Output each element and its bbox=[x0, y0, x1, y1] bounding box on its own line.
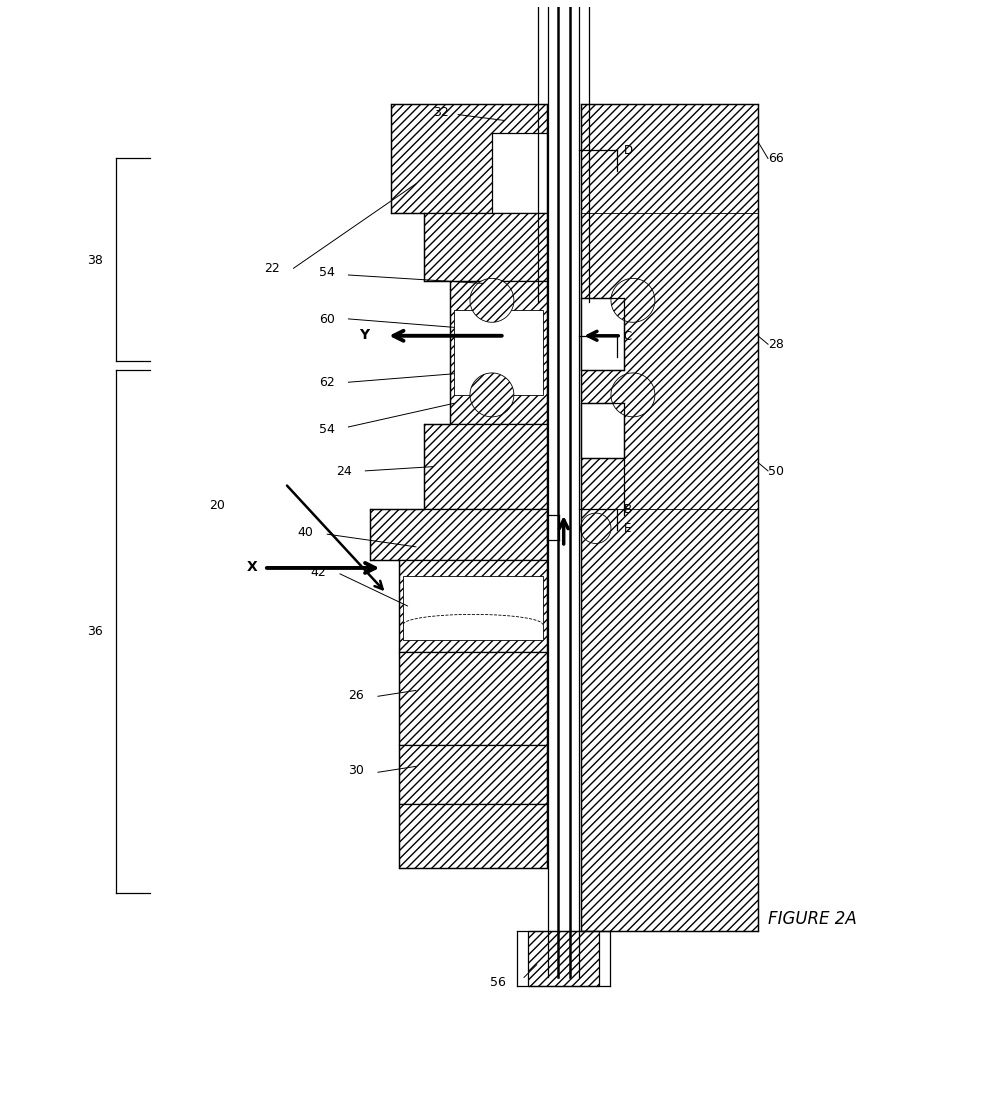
Text: 20: 20 bbox=[209, 499, 225, 511]
Text: 62: 62 bbox=[318, 376, 334, 389]
Polygon shape bbox=[453, 311, 542, 396]
Text: FIGURE 2A: FIGURE 2A bbox=[768, 910, 856, 928]
Polygon shape bbox=[403, 577, 542, 640]
Text: 32: 32 bbox=[433, 106, 448, 119]
Polygon shape bbox=[580, 513, 610, 543]
Polygon shape bbox=[370, 509, 547, 560]
Polygon shape bbox=[610, 373, 655, 417]
Text: Y: Y bbox=[359, 328, 370, 341]
Polygon shape bbox=[470, 373, 513, 417]
Text: 54: 54 bbox=[318, 422, 334, 436]
Text: C: C bbox=[623, 330, 631, 342]
Text: 54: 54 bbox=[318, 267, 334, 279]
Polygon shape bbox=[390, 104, 547, 213]
Polygon shape bbox=[399, 745, 547, 804]
Polygon shape bbox=[580, 104, 757, 931]
Polygon shape bbox=[399, 652, 547, 745]
Text: 66: 66 bbox=[768, 152, 783, 166]
Polygon shape bbox=[399, 804, 547, 868]
Text: 40: 40 bbox=[298, 526, 314, 539]
Polygon shape bbox=[580, 298, 624, 370]
Text: 36: 36 bbox=[87, 625, 102, 638]
Polygon shape bbox=[528, 931, 599, 985]
Text: 38: 38 bbox=[87, 253, 102, 267]
Polygon shape bbox=[492, 133, 547, 213]
Polygon shape bbox=[580, 403, 624, 459]
Text: 42: 42 bbox=[311, 565, 326, 579]
Text: 26: 26 bbox=[348, 688, 364, 701]
Polygon shape bbox=[424, 213, 547, 281]
Polygon shape bbox=[470, 279, 513, 322]
Text: 50: 50 bbox=[768, 464, 783, 478]
Text: 22: 22 bbox=[263, 262, 279, 276]
Polygon shape bbox=[610, 279, 655, 322]
Polygon shape bbox=[449, 281, 547, 424]
Text: 24: 24 bbox=[335, 464, 351, 478]
Text: D: D bbox=[623, 144, 632, 157]
Text: 60: 60 bbox=[318, 312, 334, 326]
Text: 30: 30 bbox=[348, 764, 364, 778]
Polygon shape bbox=[399, 560, 547, 652]
Text: 56: 56 bbox=[490, 975, 505, 988]
Text: E: E bbox=[623, 522, 630, 536]
Text: X: X bbox=[247, 560, 258, 573]
Text: B: B bbox=[623, 502, 631, 516]
Text: 28: 28 bbox=[768, 338, 783, 351]
Polygon shape bbox=[424, 424, 547, 509]
